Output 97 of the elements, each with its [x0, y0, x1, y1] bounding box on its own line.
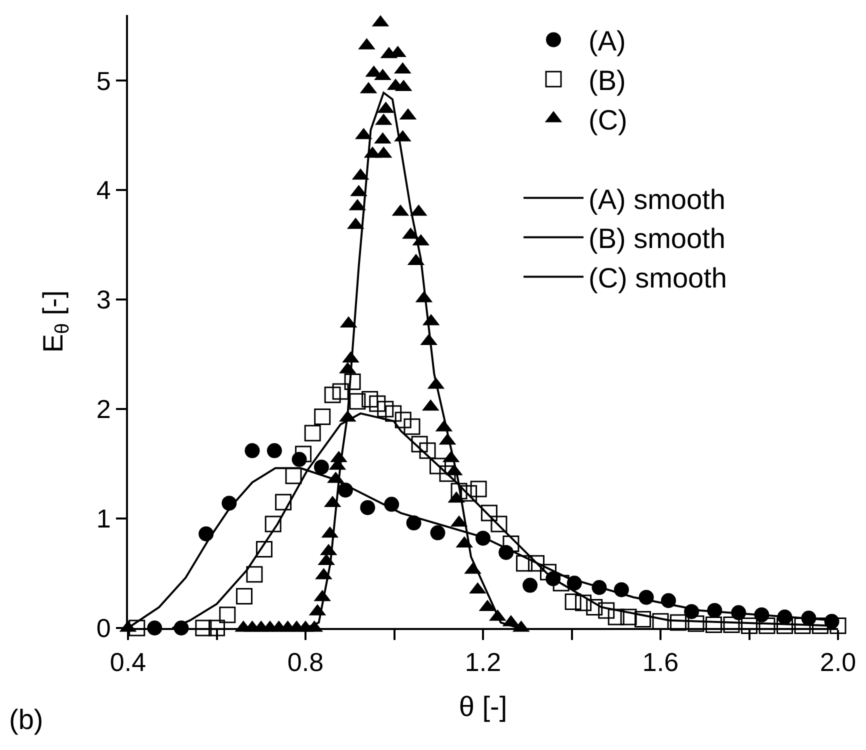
text: (b) — [9, 704, 44, 735]
point — [332, 383, 349, 400]
point — [707, 602, 722, 618]
point — [195, 620, 212, 636]
point — [575, 594, 592, 612]
point — [360, 500, 376, 516]
point — [824, 614, 840, 629]
point — [660, 593, 676, 608]
point — [244, 443, 260, 458]
x-tick-label: 0.4 — [110, 647, 146, 678]
legend-label: (A) smooth — [588, 184, 726, 215]
point — [830, 618, 846, 634]
point — [266, 443, 282, 458]
point — [411, 436, 428, 452]
point — [498, 544, 514, 560]
point — [731, 605, 746, 620]
point — [670, 614, 686, 631]
point — [285, 468, 302, 484]
legend-label: (C) smooth — [588, 262, 727, 294]
point — [219, 606, 236, 624]
point — [404, 418, 420, 435]
point — [586, 598, 603, 616]
point — [566, 576, 582, 591]
point — [419, 442, 436, 459]
point — [384, 496, 400, 512]
point — [706, 616, 722, 633]
y-tick-label: 5 — [96, 66, 111, 96]
point — [592, 580, 607, 595]
point — [522, 578, 538, 593]
point — [344, 373, 361, 390]
point — [406, 515, 422, 530]
point — [684, 604, 700, 620]
point — [198, 526, 214, 542]
y-tick-label: 3 — [96, 284, 111, 315]
point — [314, 460, 329, 475]
point — [652, 613, 669, 630]
point — [430, 525, 446, 540]
x-tick-label: 1.6 — [642, 647, 679, 678]
point — [460, 485, 478, 502]
point — [264, 516, 282, 532]
point — [723, 616, 740, 633]
point — [304, 424, 321, 442]
point — [777, 610, 792, 625]
y-tick-label: 2 — [96, 394, 111, 424]
point — [295, 446, 312, 462]
point — [801, 610, 816, 626]
y-tick-label: 4 — [96, 175, 111, 206]
point — [222, 496, 237, 511]
point — [256, 540, 272, 558]
point — [236, 588, 253, 605]
point — [369, 395, 386, 412]
point — [614, 582, 629, 598]
point — [246, 566, 263, 583]
point — [292, 452, 307, 467]
point — [480, 504, 498, 522]
point — [634, 610, 651, 628]
legend-label: (A) — [588, 26, 626, 57]
legend-label: (B) smooth — [588, 223, 726, 254]
point — [439, 465, 456, 482]
point — [638, 590, 654, 605]
point — [502, 535, 520, 552]
point — [377, 400, 394, 418]
point — [540, 564, 556, 580]
x-tick-label: 1.2 — [464, 647, 502, 678]
point — [128, 620, 146, 636]
point — [450, 482, 468, 500]
y-tick-label: 1 — [96, 504, 111, 534]
point — [688, 615, 704, 632]
point — [338, 482, 353, 498]
point — [741, 618, 758, 634]
y-tick-label: 0 — [96, 613, 111, 644]
point — [516, 555, 533, 572]
point — [208, 620, 225, 636]
x-tick-label: 2.0 — [820, 647, 856, 678]
legend-label: (C) — [588, 104, 628, 136]
point — [620, 608, 637, 626]
point — [394, 412, 412, 428]
legend-label: (B) — [588, 65, 626, 96]
x-axis-title: θ [-] — [458, 690, 508, 722]
point — [608, 608, 624, 626]
point — [546, 571, 561, 586]
point — [490, 516, 508, 532]
point — [349, 393, 366, 410]
point — [275, 494, 292, 510]
point — [324, 386, 341, 404]
point — [385, 405, 402, 422]
point — [758, 618, 776, 634]
point — [564, 593, 582, 610]
x-tick-label: 0.8 — [287, 647, 324, 678]
point — [598, 602, 615, 619]
point — [314, 408, 331, 425]
point — [476, 530, 490, 546]
point — [528, 555, 544, 572]
point — [429, 458, 446, 474]
point — [362, 390, 378, 408]
point — [754, 607, 770, 622]
point — [470, 480, 487, 498]
